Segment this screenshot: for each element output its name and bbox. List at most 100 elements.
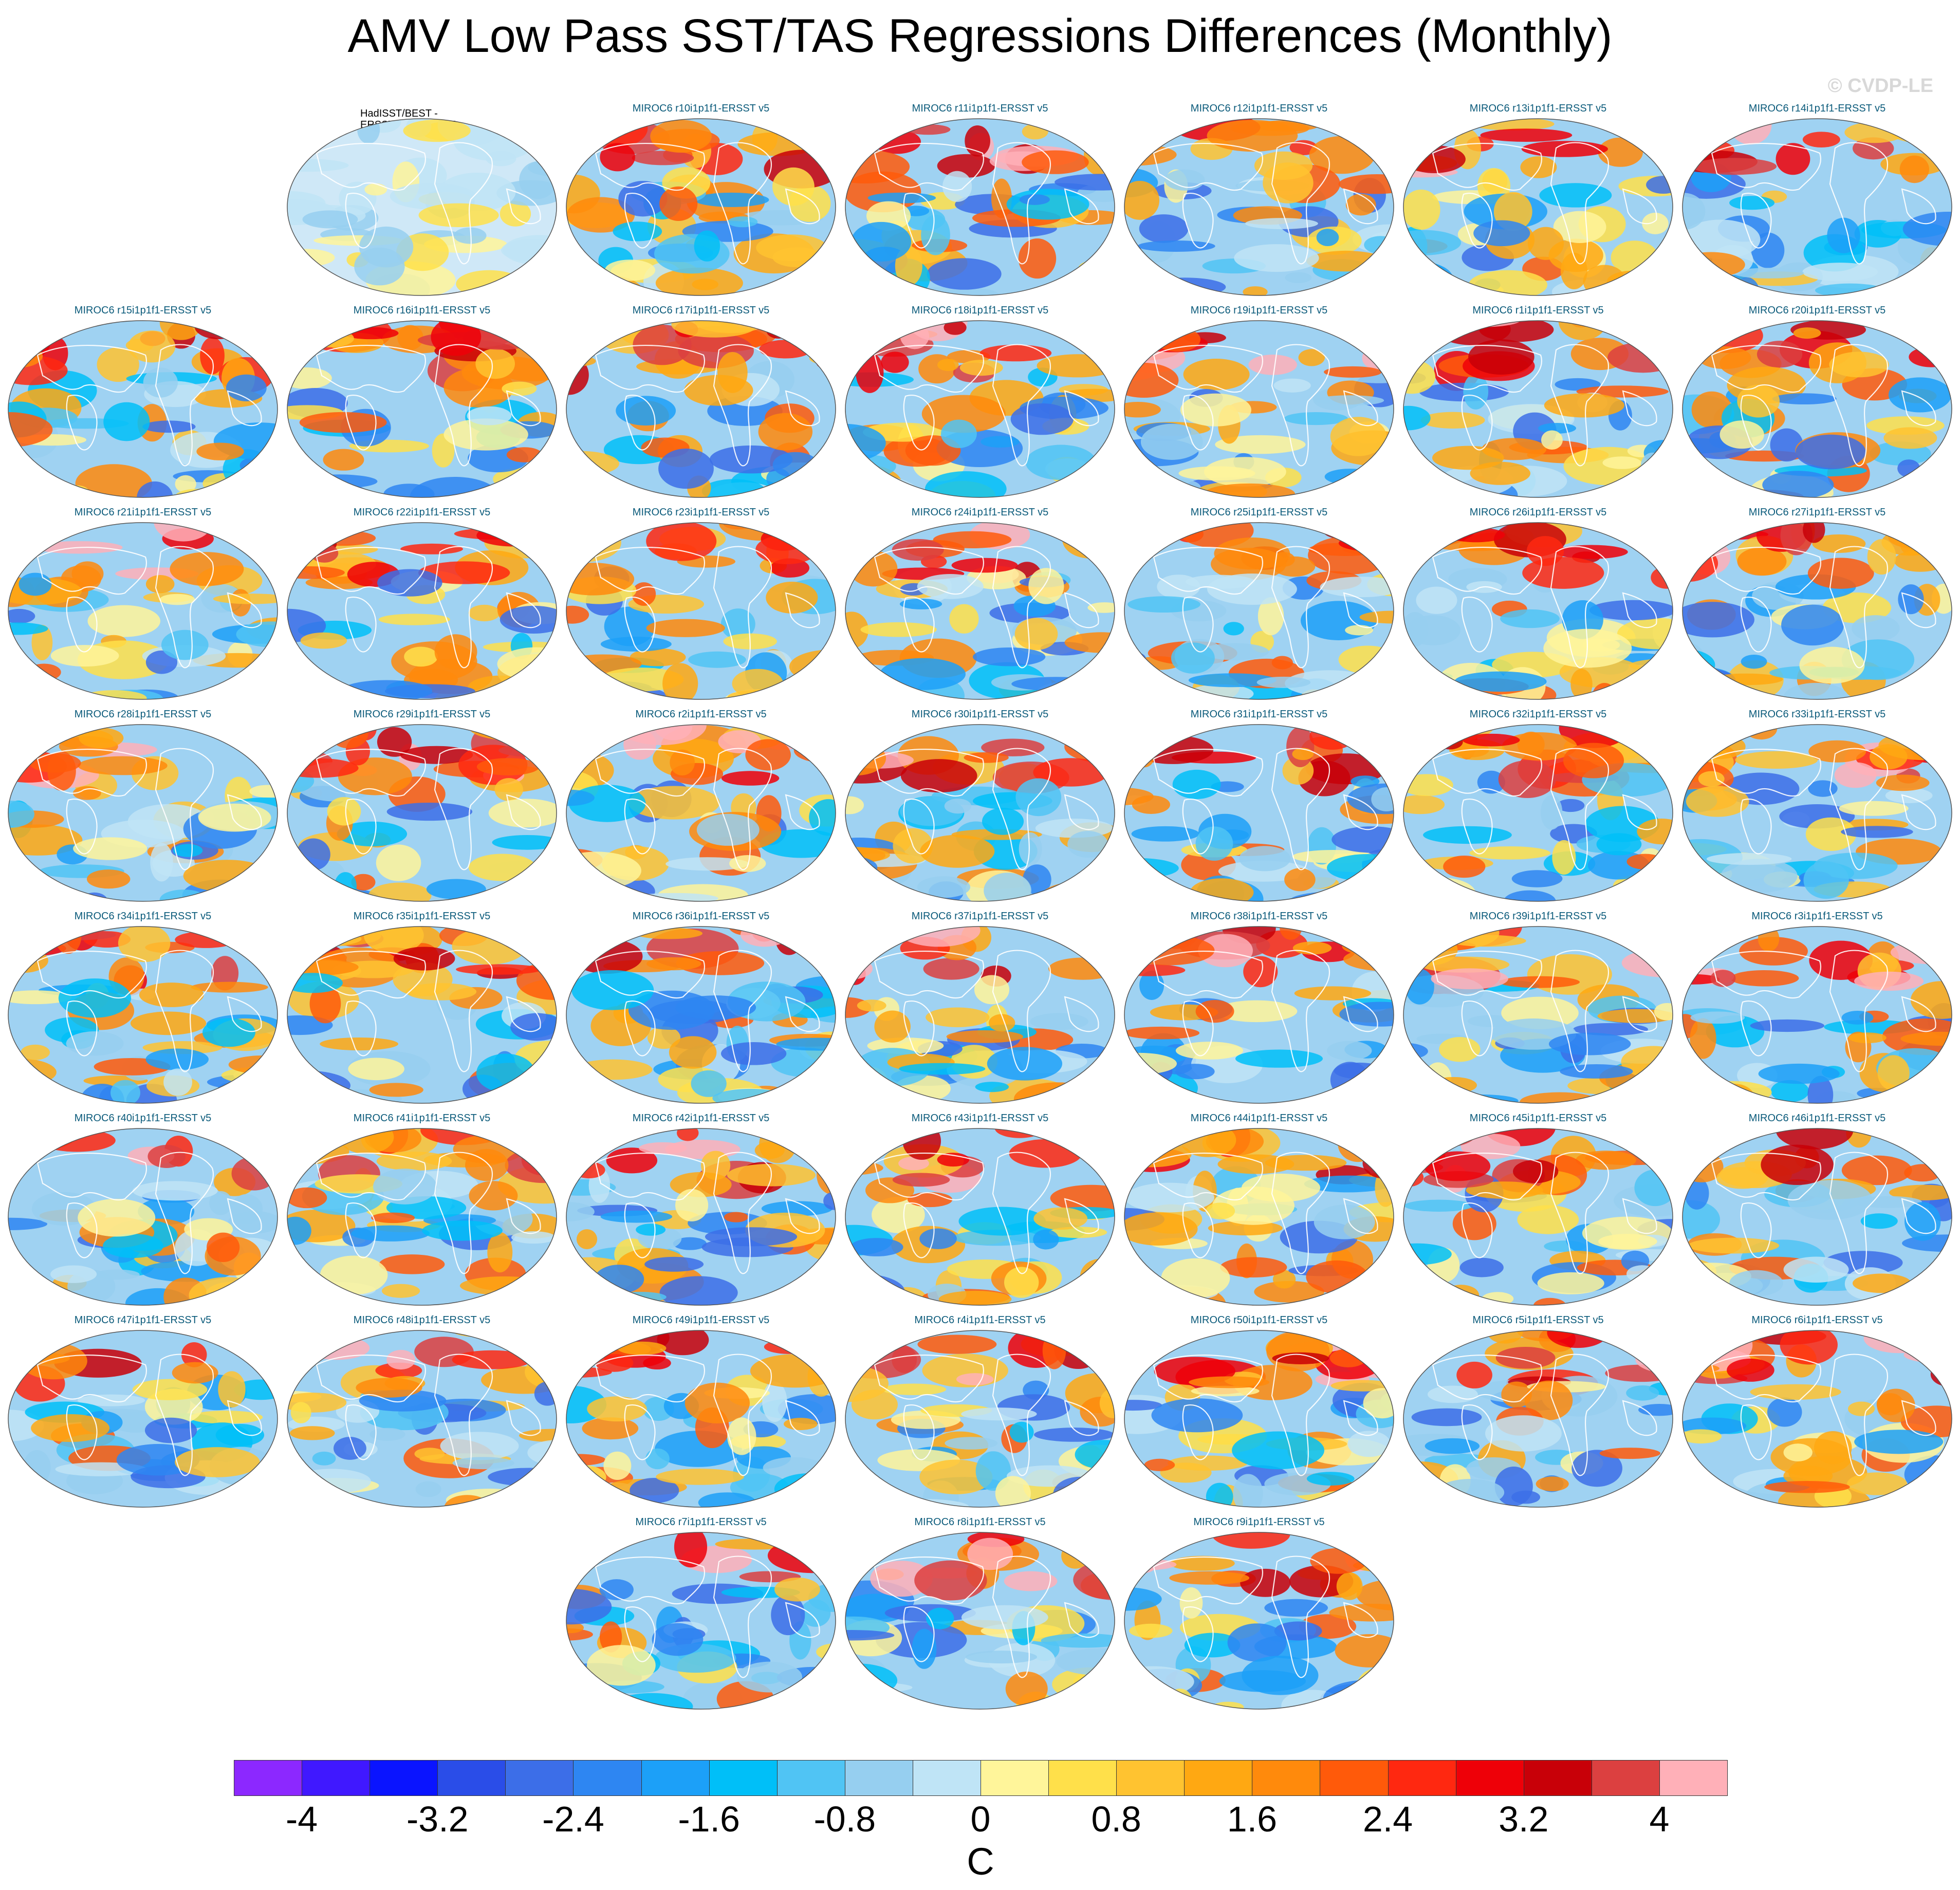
map-panel: MIROC6 r34i1p1f1-ERSST v5 — [4, 911, 282, 1106]
map-panel: MIROC6 r18i1p1f1-ERSST v5 — [841, 305, 1119, 500]
panel-label: MIROC6 r24i1p1f1-ERSST v5 — [911, 507, 1049, 518]
panel-label: MIROC6 r43i1p1f1-ERSST v5 — [911, 1113, 1049, 1124]
panel-label: MIROC6 r31i1p1f1-ERSST v5 — [1190, 709, 1328, 720]
global-map — [1403, 320, 1673, 498]
panel-label: MIROC6 r10i1p1f1-ERSST v5 — [632, 103, 770, 114]
map-panel: MIROC6 r3i1p1f1-ERSST v5 — [1678, 911, 1956, 1106]
colorbar-swatch — [641, 1760, 710, 1796]
map-panel: MIROC6 r49i1p1f1-ERSST v5 — [562, 1314, 840, 1510]
panel-label: MIROC6 r9i1p1f1-ERSST v5 — [1193, 1516, 1325, 1528]
panel-label: MIROC6 r30i1p1f1-ERSST v5 — [911, 709, 1049, 720]
global-map — [1682, 118, 1952, 296]
map-panel: MIROC6 r4i1p1f1-ERSST v5 — [841, 1314, 1119, 1510]
map-panel: MIROC6 r22i1p1f1-ERSST v5 — [283, 507, 561, 702]
map-panel: MIROC6 r15i1p1f1-ERSST v5 — [4, 305, 282, 500]
map-panel: MIROC6 r48i1p1f1-ERSST v5 — [283, 1314, 561, 1510]
colorbar-tick-label: 4 — [1649, 1799, 1670, 1839]
panel-label: MIROC6 r35i1p1f1-ERSST v5 — [353, 911, 491, 922]
map-panel: MIROC6 r29i1p1f1-ERSST v5 — [283, 709, 561, 904]
global-map — [566, 1128, 836, 1306]
panel-label: MIROC6 r13i1p1f1-ERSST v5 — [1469, 103, 1607, 114]
panel-label: MIROC6 r18i1p1f1-ERSST v5 — [911, 305, 1049, 316]
map-panel: MIROC6 r43i1p1f1-ERSST v5 — [841, 1113, 1119, 1308]
panel-label: MIROC6 r41i1p1f1-ERSST v5 — [353, 1113, 491, 1124]
colorbar-swatch — [1659, 1760, 1728, 1796]
map-panel: MIROC6 r28i1p1f1-ERSST v5 — [4, 709, 282, 904]
colorbar-swatch — [234, 1760, 303, 1796]
global-map — [845, 522, 1115, 700]
colorbar-swatch — [1116, 1760, 1185, 1796]
map-panel: MIROC6 r44i1p1f1-ERSST v5 — [1120, 1113, 1398, 1308]
global-map — [287, 1128, 557, 1306]
map-panel: MIROC6 r9i1p1f1-ERSST v5 — [1120, 1516, 1398, 1712]
global-map — [845, 926, 1115, 1104]
colorbar-tick-label: -2.4 — [542, 1799, 604, 1839]
global-map — [8, 522, 278, 700]
panel-label: MIROC6 r27i1p1f1-ERSST v5 — [1748, 507, 1886, 518]
panel-label: MIROC6 r34i1p1f1-ERSST v5 — [74, 911, 212, 922]
global-map — [1682, 1128, 1952, 1306]
map-panel: MIROC6 r41i1p1f1-ERSST v5 — [283, 1113, 561, 1308]
map-panel: MIROC6 r1i1p1f1-ERSST v5 — [1399, 305, 1677, 500]
panel-label: MIROC6 r19i1p1f1-ERSST v5 — [1190, 305, 1328, 316]
map-panel: MIROC6 r6i1p1f1-ERSST v5 — [1678, 1314, 1956, 1510]
colorbar-tick-label: -3.2 — [406, 1799, 469, 1839]
figure-title: AMV Low Pass SST/TAS Regressions Differe… — [347, 10, 1613, 62]
colorbar-swatch — [1184, 1760, 1253, 1796]
credit-watermark: © CVDP-LE — [1827, 75, 1933, 97]
global-map — [8, 320, 278, 498]
map-panel: MIROC6 r37i1p1f1-ERSST v5 — [841, 911, 1119, 1106]
map-panel: MIROC6 r45i1p1f1-ERSST v5 — [1399, 1113, 1677, 1308]
colorbar-swatch — [1523, 1760, 1592, 1796]
global-map — [8, 1128, 278, 1306]
colorbar-tick-label: 2.4 — [1362, 1799, 1413, 1839]
panel-label: MIROC6 r11i1p1f1-ERSST v5 — [912, 103, 1048, 114]
panel-label: MIROC6 r26i1p1f1-ERSST v5 — [1469, 507, 1607, 518]
panel-label: MIROC6 r46i1p1f1-ERSST v5 — [1748, 1113, 1886, 1124]
global-map — [566, 320, 836, 498]
colorbar-swatch — [1388, 1760, 1456, 1796]
global-map — [1682, 522, 1952, 700]
map-panel: MIROC6 r33i1p1f1-ERSST v5 — [1678, 709, 1956, 904]
global-map — [1124, 522, 1394, 700]
global-map — [1124, 926, 1394, 1104]
panel-label: MIROC6 r38i1p1f1-ERSST v5 — [1190, 911, 1328, 922]
colorbar — [234, 1760, 1728, 1796]
panel-label: MIROC6 r3i1p1f1-ERSST v5 — [1751, 911, 1883, 922]
colorbar-swatch — [1048, 1760, 1117, 1796]
map-panel: MIROC6 r20i1p1f1-ERSST v5 — [1678, 305, 1956, 500]
map-panel: MIROC6 r12i1p1f1-ERSST v5 — [1120, 103, 1398, 298]
global-map — [287, 320, 557, 498]
panel-grid: HadISST/BEST - ERSST v5/GISTEMP MIROC6 r1… — [4, 103, 1956, 1712]
global-map — [566, 724, 836, 902]
panel-label: MIROC6 r2i1p1f1-ERSST v5 — [635, 709, 767, 720]
map-panel: MIROC6 r32i1p1f1-ERSST v5 — [1399, 709, 1677, 904]
global-map — [1682, 320, 1952, 498]
colorbar-swatch — [1455, 1760, 1524, 1796]
global-map — [287, 118, 557, 296]
colorbar-swatch — [302, 1760, 371, 1796]
map-panel: MIROC6 r24i1p1f1-ERSST v5 — [841, 507, 1119, 702]
panel-label: MIROC6 r49i1p1f1-ERSST v5 — [632, 1314, 770, 1326]
panel-label: MIROC6 r28i1p1f1-ERSST v5 — [74, 709, 212, 720]
global-map — [1403, 522, 1673, 700]
colorbar-swatch — [1252, 1760, 1321, 1796]
colorbar-swatch — [981, 1760, 1049, 1796]
map-panel: MIROC6 r2i1p1f1-ERSST v5 — [562, 709, 840, 904]
panel-label: MIROC6 r23i1p1f1-ERSST v5 — [632, 507, 770, 518]
map-panel: MIROC6 r47i1p1f1-ERSST v5 — [4, 1314, 282, 1510]
map-panel: MIROC6 r50i1p1f1-ERSST v5 — [1120, 1314, 1398, 1510]
map-panel: MIROC6 r42i1p1f1-ERSST v5 — [562, 1113, 840, 1308]
global-map — [1124, 724, 1394, 902]
global-map — [1124, 1330, 1394, 1508]
panel-label: MIROC6 r21i1p1f1-ERSST v5 — [74, 507, 212, 518]
panel-label: MIROC6 r4i1p1f1-ERSST v5 — [914, 1314, 1046, 1326]
panel-label: MIROC6 r1i1p1f1-ERSST v5 — [1472, 305, 1604, 316]
global-map — [845, 118, 1115, 296]
panel-label: MIROC6 r5i1p1f1-ERSST v5 — [1472, 1314, 1604, 1326]
colorbar-swatch — [573, 1760, 642, 1796]
global-map — [1682, 724, 1952, 902]
global-map — [1403, 926, 1673, 1104]
map-panel: MIROC6 r26i1p1f1-ERSST v5 — [1399, 507, 1677, 702]
colorbar-units: C — [967, 1840, 994, 1883]
